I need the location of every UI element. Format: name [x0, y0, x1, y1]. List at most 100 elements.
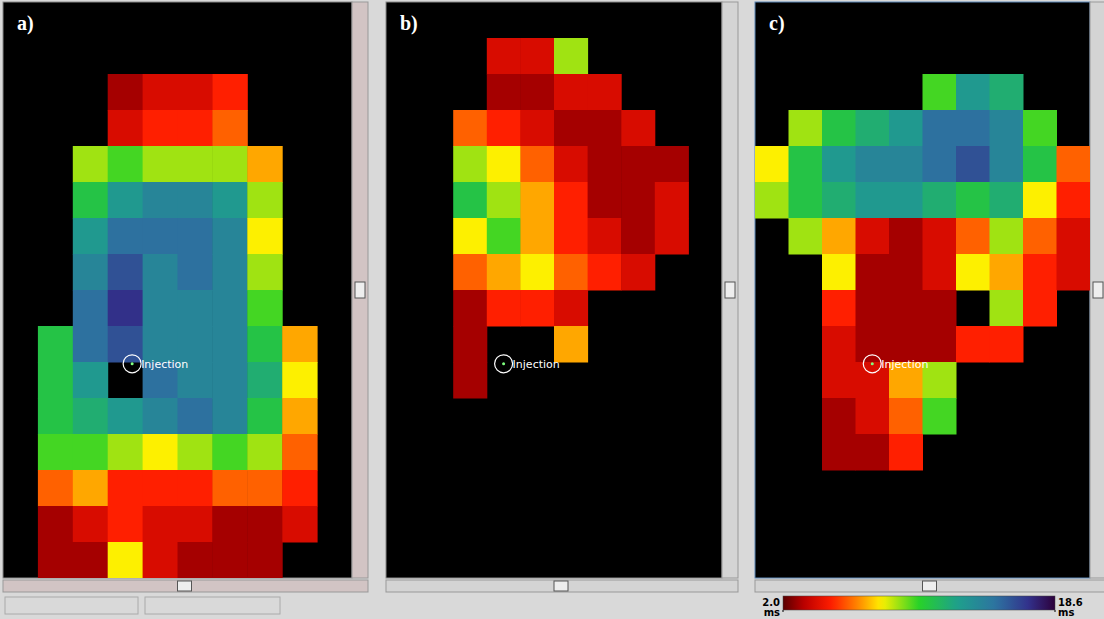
heat-cell	[453, 182, 487, 219]
heat-cell	[588, 146, 622, 183]
heat-cell	[143, 254, 178, 291]
scrollbar[interactable]	[755, 580, 1104, 592]
heat-cell	[108, 74, 143, 111]
heat-cell	[588, 254, 622, 291]
status-box	[5, 597, 138, 614]
heat-cell	[178, 254, 213, 291]
heat-cell	[990, 182, 1024, 219]
heat-cell	[247, 290, 282, 327]
heat-cell	[247, 362, 282, 399]
heat-cell	[282, 362, 317, 399]
heat-cell	[108, 182, 143, 219]
annotation: Injection	[141, 358, 188, 371]
panel: b)Injection	[386, 2, 738, 592]
heat-cell	[588, 74, 622, 111]
scrollbar[interactable]	[352, 2, 368, 578]
heat-cell	[487, 146, 521, 183]
injection-marker	[123, 355, 141, 373]
heat-cell	[655, 146, 689, 183]
heat-cell	[38, 398, 73, 435]
heat-cell	[212, 362, 247, 399]
heat-cell	[822, 326, 856, 363]
scroll-thumb[interactable]	[178, 581, 192, 591]
colorbar	[783, 596, 1055, 610]
heat-cell	[956, 182, 990, 219]
heat-cell	[212, 398, 247, 435]
scrollbar[interactable]	[3, 580, 368, 592]
colorbar-tick	[783, 610, 784, 612]
heat-cell	[990, 254, 1024, 291]
heat-cell	[108, 218, 143, 255]
heat-cell	[889, 398, 923, 435]
heat-cell	[247, 218, 282, 255]
heat-cell	[212, 542, 247, 578]
heat-cell	[923, 182, 957, 219]
heat-cell	[520, 218, 554, 255]
heat-cell	[520, 38, 554, 75]
heat-cell	[856, 182, 890, 219]
heat-cell	[38, 506, 73, 543]
scroll-thumb[interactable]	[1093, 282, 1103, 298]
heat-cell	[789, 146, 823, 183]
heat-cell	[143, 542, 178, 578]
heat-cell	[923, 74, 957, 111]
scroll-thumb[interactable]	[355, 282, 365, 298]
heat-cell	[889, 434, 923, 471]
cells	[453, 38, 689, 399]
heat-cell	[143, 506, 178, 543]
heat-cell	[520, 74, 554, 111]
heat-cell	[178, 290, 213, 327]
heat-cell	[212, 182, 247, 219]
panel: c)Injection	[755, 2, 1104, 592]
heat-cell	[108, 290, 143, 327]
annotation: Injection	[881, 358, 928, 371]
screenshot: a)Injectionb)Injectionc)Injection2.0ms18…	[0, 0, 1104, 619]
heat-cell	[923, 146, 957, 183]
heat-cell	[108, 398, 143, 435]
heat-cell	[856, 398, 890, 435]
scrollbar[interactable]	[386, 580, 738, 592]
heat-cell	[73, 506, 108, 543]
heat-cell	[212, 254, 247, 291]
background	[0, 0, 1104, 619]
heat-cell	[1023, 254, 1057, 291]
heat-cell	[923, 218, 957, 255]
heat-cell	[621, 146, 655, 183]
heat-cell	[588, 182, 622, 219]
heat-cell	[520, 110, 554, 147]
heat-cell	[923, 290, 957, 327]
heat-cell	[212, 110, 247, 147]
scroll-thumb[interactable]	[725, 282, 735, 298]
heat-cell	[73, 398, 108, 435]
scroll-thumb[interactable]	[554, 581, 568, 591]
heat-cell	[73, 290, 108, 327]
heat-cell	[956, 218, 990, 255]
heat-cell	[73, 362, 108, 399]
heat-cell	[822, 182, 856, 219]
panel-frame	[3, 2, 352, 578]
scroll-thumb[interactable]	[923, 581, 937, 591]
heat-cell	[856, 290, 890, 327]
heat-cell	[487, 290, 521, 327]
heat-cell	[822, 398, 856, 435]
scrollbar[interactable]	[1090, 2, 1104, 578]
heat-cell	[990, 110, 1024, 147]
heat-cell	[247, 326, 282, 363]
heat-cell	[73, 182, 108, 219]
scrollbar[interactable]	[722, 2, 738, 578]
heat-cell	[856, 110, 890, 147]
panel-label: b)	[400, 12, 418, 35]
injection-marker	[863, 355, 881, 373]
heat-cell	[789, 110, 823, 147]
heat-cell	[588, 218, 622, 255]
heat-cell	[621, 182, 655, 219]
heat-cell	[247, 146, 282, 183]
heat-cell	[453, 146, 487, 183]
heat-cell	[143, 74, 178, 111]
heat-cell	[1023, 218, 1057, 255]
colorbar-tick	[1055, 610, 1056, 612]
heat-cell	[178, 398, 213, 435]
heat-cell	[554, 254, 588, 291]
heat-cell	[212, 470, 247, 507]
heat-cell	[212, 434, 247, 471]
